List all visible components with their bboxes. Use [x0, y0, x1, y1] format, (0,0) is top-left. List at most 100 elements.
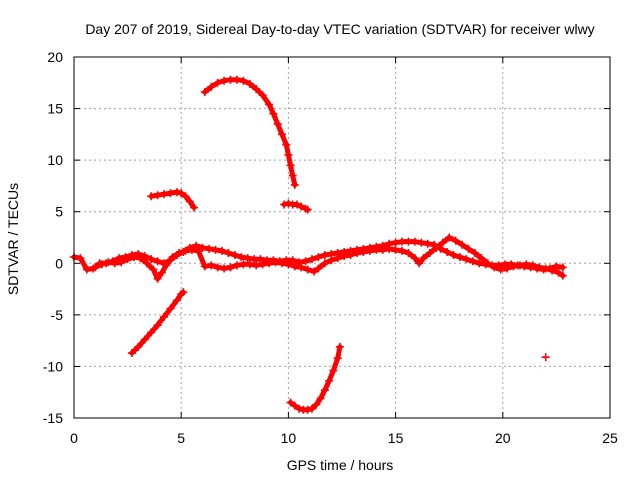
data-point	[252, 261, 261, 270]
data-point	[359, 247, 368, 256]
data-point	[541, 264, 550, 273]
data-point	[455, 253, 464, 262]
data-point	[157, 268, 166, 277]
data-point	[200, 262, 209, 271]
data-point	[282, 140, 291, 149]
data-point	[177, 189, 186, 198]
data-point	[230, 251, 239, 260]
data-point	[496, 265, 505, 274]
data-point	[185, 197, 194, 206]
data-point	[303, 405, 312, 414]
data-point	[301, 257, 310, 266]
data-point	[117, 258, 126, 267]
series-isolated-point	[541, 353, 550, 362]
data-point	[153, 274, 162, 283]
data-point	[104, 258, 113, 267]
x-tick-label: 5	[177, 430, 185, 446]
data-point	[207, 261, 216, 270]
data-point	[335, 342, 344, 351]
data-point	[295, 404, 304, 413]
data-point	[307, 404, 316, 413]
data-point	[187, 245, 196, 254]
data-point	[458, 240, 467, 249]
data-point	[140, 335, 149, 344]
data-point	[307, 255, 316, 264]
data-point	[558, 271, 567, 280]
x-tick-label: 25	[602, 430, 618, 446]
data-point	[490, 263, 499, 272]
data-point	[445, 233, 454, 242]
series-band	[129, 289, 186, 356]
data-point	[172, 296, 181, 305]
data-point	[288, 171, 297, 180]
data-point	[166, 189, 175, 198]
series-short-arc-3-5-5-6h	[147, 188, 199, 212]
grid	[74, 57, 610, 418]
data-point	[153, 321, 162, 330]
data-point	[346, 251, 355, 260]
y-tick-label: -15	[43, 410, 63, 426]
data-point	[190, 203, 199, 212]
data-point	[353, 248, 362, 257]
data-point	[243, 254, 252, 263]
data-point	[432, 243, 441, 252]
data-point	[468, 257, 477, 266]
data-point	[410, 237, 419, 246]
data-point	[451, 236, 460, 245]
data-point	[245, 79, 254, 88]
series-bottom-arc-10-12-4h	[286, 342, 344, 414]
data-point	[333, 354, 342, 363]
data-point	[535, 263, 544, 272]
data-point	[142, 259, 151, 268]
series-rising-segment-2-7-5h	[127, 288, 188, 358]
data-point	[385, 244, 394, 253]
data-point	[303, 205, 312, 214]
data-point	[127, 349, 136, 358]
data-point	[438, 238, 447, 247]
data-point	[205, 244, 214, 253]
data-point	[404, 248, 413, 257]
data-point	[312, 400, 321, 409]
data-point	[147, 328, 156, 337]
data-point	[277, 130, 286, 139]
data-point	[252, 84, 261, 93]
data-point	[181, 246, 190, 255]
data-point	[232, 75, 241, 84]
chart-title: Day 207 of 2019, Sidereal Day-to-day VTE…	[85, 21, 594, 37]
data-point	[410, 254, 419, 263]
x-tick-label: 0	[70, 430, 78, 446]
data-point	[76, 254, 85, 263]
data-point	[220, 264, 229, 273]
data-point	[290, 401, 299, 410]
x-tick-label: 10	[281, 430, 297, 446]
y-axis-label: SDTVAR / TECUs	[5, 183, 21, 295]
data-point	[286, 161, 295, 170]
data-point	[160, 190, 169, 199]
data-point	[273, 120, 282, 129]
data-point	[470, 248, 479, 257]
y-tick-label: 10	[47, 152, 63, 168]
data-point	[232, 261, 241, 270]
data-point	[220, 76, 229, 85]
data-point	[224, 248, 233, 257]
data-point	[464, 244, 473, 253]
data-point	[554, 268, 563, 277]
data-point	[449, 251, 458, 260]
data-point	[166, 304, 175, 313]
data-point	[558, 263, 567, 272]
data-point	[123, 255, 132, 264]
data-point	[320, 251, 329, 260]
data-point	[284, 260, 293, 269]
series-arc-rising-6-10h	[200, 75, 299, 189]
data-point	[110, 259, 119, 268]
data-point	[477, 254, 486, 263]
y-tick-label: 20	[47, 49, 63, 65]
data-point	[365, 246, 374, 255]
data-point	[415, 259, 424, 268]
data-point	[288, 256, 297, 265]
x-tick-label: 20	[495, 430, 511, 446]
data-point	[509, 262, 518, 271]
y-tick-label: -5	[51, 307, 64, 323]
data-point	[258, 260, 267, 269]
data-point	[181, 192, 190, 201]
